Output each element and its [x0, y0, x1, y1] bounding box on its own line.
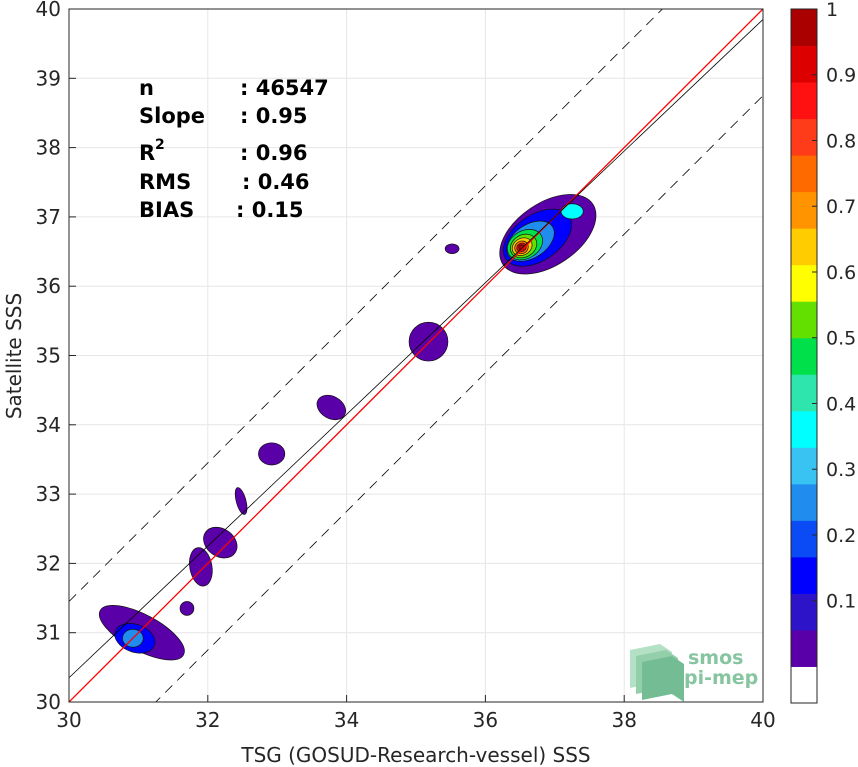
colorbar [791, 9, 817, 704]
colorbar-tick-label: 0.7 [826, 196, 856, 218]
colorbar-tick-label: 0.2 [826, 525, 856, 547]
lower-bound-line [155, 95, 763, 702]
stat-n-value: : 46547 [240, 76, 329, 100]
grid [68, 8, 764, 703]
colorbar-ticks: 0.1 0.2 0.3 0.4 0.5 0.6 0.7 0.8 0.9 1 [812, 0, 856, 613]
y-tick-label: 38 [36, 136, 61, 160]
stat-r2-label: R [139, 141, 155, 165]
density-contour [179, 601, 195, 616]
colorbar-band [791, 264, 817, 302]
reference-lines [69, 9, 763, 702]
density-contour [234, 487, 248, 515]
colorbar-band [791, 447, 817, 485]
y-tick-label: 37 [36, 205, 61, 229]
y-tick-label: 40 [36, 0, 61, 21]
x-tick-label: 32 [195, 708, 220, 732]
colorbar-band [791, 155, 817, 193]
density-contour [203, 526, 238, 559]
y-tick-label: 39 [36, 66, 61, 90]
y-tick-label: 36 [36, 274, 61, 298]
stat-rms-label: RMS [139, 170, 191, 194]
density-contour [408, 321, 449, 362]
x-axis-label: TSG (GOSUD-Research-vessel) SSS [240, 743, 590, 767]
colorbar-band [791, 301, 817, 339]
colorbar-band [791, 191, 817, 229]
colorbar-band [791, 118, 817, 156]
y-tick-label: 34 [36, 413, 61, 437]
upper-bound-line [69, 9, 663, 602]
x-tick-label: 34 [334, 708, 359, 732]
density-contour [258, 442, 286, 466]
logo-text-smos: smos [688, 647, 743, 669]
x-tick-label: 36 [473, 708, 498, 732]
stat-r2-superscript: 2 [155, 137, 165, 153]
colorbar-frame [790, 8, 818, 704]
colorbar-band [791, 629, 817, 667]
colorbar-tick-label: 0.8 [826, 130, 856, 152]
colorbar-tick-label: 1 [826, 0, 838, 21]
colorbar-band [791, 9, 817, 47]
logo-text-pi-mep: pi-mep [684, 667, 758, 689]
colorbar-tick-label: 0.5 [826, 328, 856, 350]
colorbar-tick-label: 0.6 [826, 262, 856, 284]
y-tick-label: 32 [36, 551, 61, 575]
colorbar-band [791, 45, 817, 83]
layers-logo-icon [630, 644, 684, 702]
regression-line [69, 19, 763, 679]
colorbar-band [791, 374, 817, 412]
colorbar-band [791, 556, 817, 594]
x-tick-label: 30 [56, 708, 81, 732]
stats-box: n : 46547 Slope : 0.95 R 2 : 0.96 RMS : … [139, 76, 329, 222]
stat-slope-value: : 0.95 [240, 104, 308, 128]
stat-n-label: n [139, 76, 154, 100]
y-tick-label: 31 [36, 621, 61, 645]
colorbar-band [791, 593, 817, 631]
x-tick-label: 38 [611, 708, 636, 732]
density-contour [560, 203, 584, 220]
colorbar-tick-label: 0.9 [826, 65, 856, 87]
one-to-one-line [69, 9, 763, 702]
colorbar-tick-label: 0.4 [826, 393, 856, 415]
y-axis-label: Satellite SSS [2, 293, 26, 419]
colorbar-band [791, 520, 817, 558]
colorbar-band [791, 410, 817, 448]
y-tick-labels: 30 31 32 33 34 35 36 37 38 39 40 [36, 0, 61, 714]
smos-pi-mep-logo: smos pi-mep [630, 644, 758, 702]
stat-slope-label: Slope [139, 104, 205, 128]
colorbar-tick-label: 0.1 [826, 591, 856, 613]
colorbar-band [791, 666, 817, 704]
stat-rms-value: : 0.46 [242, 170, 310, 194]
x-tick-label: 40 [750, 708, 775, 732]
stat-r2-value: : 0.96 [240, 141, 308, 165]
stat-bias-label: BIAS [139, 198, 194, 222]
colorbar-tick-label: 0.3 [826, 459, 856, 481]
axis-ticks [68, 8, 764, 703]
colorbar-band [791, 228, 817, 266]
density-contour [444, 243, 460, 254]
colorbar-band [791, 483, 817, 521]
x-tick-labels: 30 32 34 36 38 40 [56, 708, 775, 732]
y-tick-label: 35 [36, 344, 61, 368]
y-tick-label: 33 [36, 482, 61, 506]
density-contour [316, 394, 347, 421]
colorbar-band [791, 82, 817, 120]
y-tick-label: 30 [36, 690, 61, 714]
stat-bias-value: : 0.15 [236, 198, 304, 222]
colorbar-band [791, 337, 817, 375]
